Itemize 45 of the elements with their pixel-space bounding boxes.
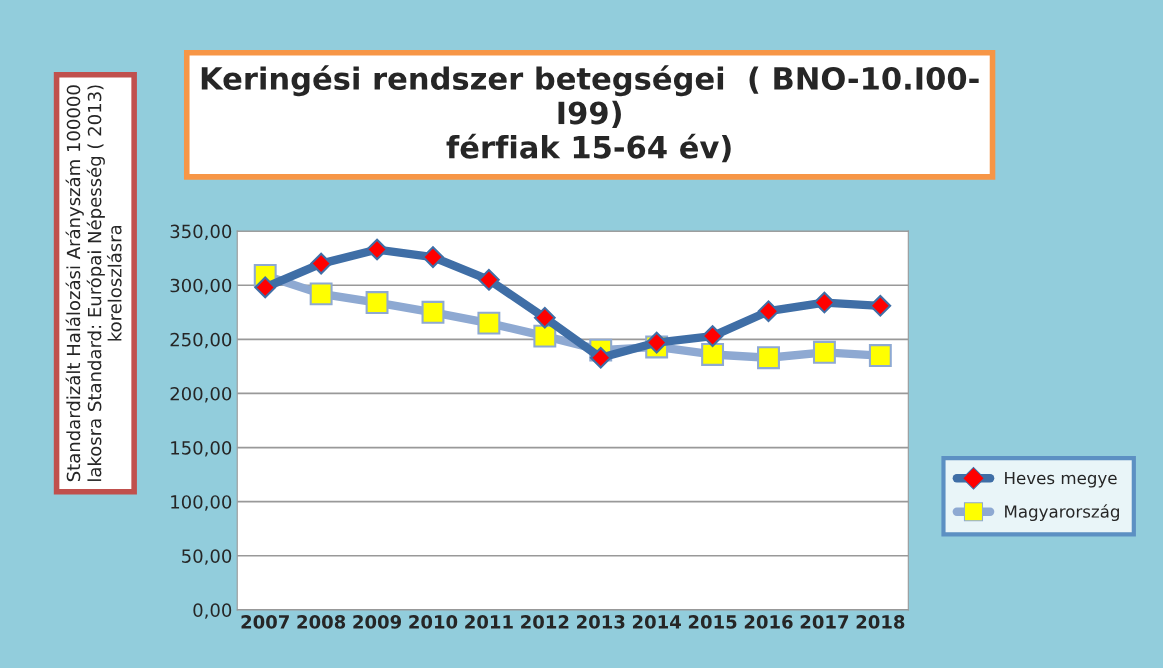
- x-tick-label: 2018: [856, 615, 905, 629]
- point: [310, 252, 332, 275]
- point: [309, 282, 333, 306]
- chart-title: Keringési rendszer betegségei ( BNO-10.I00- I99) férfiak 15-64 év): [201, 65, 979, 163]
- x-tick-label: 2017: [800, 615, 849, 629]
- x-tick-label: 2015: [688, 615, 737, 629]
- y-axis-title: Standardizált Halálozási Arányszám 100000 lakosra Standard: Európai Népesség ( 2013) koreloszlásra: [65, 85, 122, 482]
- point: [757, 346, 780, 370]
- point: [868, 344, 892, 368]
- y-tick-label: 100,00: [171, 495, 232, 511]
- point: [757, 300, 780, 323]
- y-tick-label: 0,00: [193, 603, 232, 619]
- point: [701, 325, 724, 347]
- x-tick-label: 2016: [744, 615, 793, 629]
- y-tick-label: 200,00: [170, 386, 232, 403]
- x-tick-label: 2010: [409, 615, 458, 629]
- x-tick-label: 2008: [297, 615, 346, 629]
- x-tick-label: 2013: [577, 615, 625, 629]
- y-tick-label: 50,00: [182, 549, 232, 565]
- point: [366, 238, 388, 261]
- point: [645, 331, 668, 354]
- x-tick-label: 2009: [353, 615, 402, 629]
- x-tick-label: 2011: [465, 615, 513, 629]
- point: [869, 294, 892, 317]
- y-tick-label: 350,00: [170, 224, 232, 241]
- point: [478, 268, 500, 291]
- legend-label: Heves megye: [1005, 471, 1117, 488]
- y-tick-label: 300,00: [170, 278, 232, 295]
- point: [254, 276, 277, 299]
- point: [701, 343, 725, 366]
- legend-label: Magyarország: [1005, 504, 1119, 522]
- point: [422, 246, 444, 268]
- x-tick-label: 2007: [241, 615, 289, 629]
- point: [533, 324, 557, 348]
- point: [812, 340, 836, 364]
- point: [421, 300, 445, 324]
- point: [365, 291, 389, 315]
- y-tick-label: 250,00: [170, 332, 232, 349]
- x-tick-label: 2012: [521, 615, 569, 629]
- point: [533, 306, 556, 329]
- x-tick-label: 2014: [632, 615, 681, 629]
- point: [589, 346, 612, 369]
- point: [813, 291, 836, 314]
- y-tick-label: 150,00: [171, 441, 232, 457]
- point: [477, 311, 501, 335]
